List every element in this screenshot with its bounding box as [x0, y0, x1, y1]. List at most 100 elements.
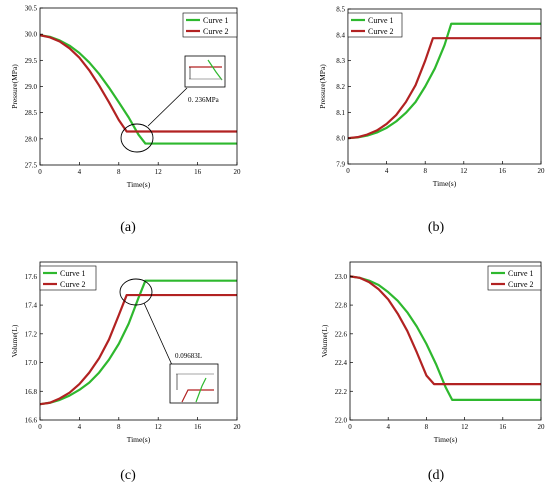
zoom-leader — [143, 302, 173, 366]
x-axis-label: Time(s) — [433, 179, 457, 188]
x-axis-label: Time(s) — [434, 435, 458, 444]
plot-frame — [349, 261, 542, 421]
legend-label-2: Curve 2 — [203, 27, 229, 36]
y-tick-label: 17.2 — [25, 330, 38, 338]
inset-line-curve-2 — [181, 389, 214, 403]
legend-label-2: Curve 2 — [508, 280, 534, 289]
legend-label-2: Curve 2 — [60, 280, 86, 289]
legend: Curve 1 Curve 2 — [487, 265, 542, 291]
series-group — [40, 279, 237, 406]
x-tick-label: 16 — [499, 167, 507, 175]
panel-caption: (d) — [428, 468, 445, 483]
x-tick-label: 20 — [538, 167, 546, 175]
series-group — [40, 34, 237, 145]
y-tick-label: 16.6 — [25, 417, 38, 425]
x-tick-label: 8 — [425, 423, 429, 431]
legend-label-1: Curve 1 — [203, 16, 229, 25]
legend-label-1: Curve 1 — [508, 269, 534, 278]
y-tick-label: 22.4 — [335, 359, 348, 367]
series-line-2 — [40, 34, 237, 133]
chart-panel-c: 0 4 8 12 16 20 16.6 16.8 17.0 17.2 17.4 17.6 Time(s)… — [10, 261, 242, 483]
zoom-circle — [120, 123, 154, 153]
x-tick-label: 20 — [234, 423, 242, 431]
plot-frame — [39, 261, 238, 421]
series-group — [350, 275, 541, 401]
legend-label-1: Curve 1 — [60, 269, 86, 278]
x-tick-label: 8 — [423, 167, 427, 175]
y-tick-label: 17.0 — [25, 359, 38, 367]
inset-line-curve-1 — [195, 377, 207, 403]
series-line-1 — [350, 275, 541, 401]
series-line-1 — [40, 34, 237, 145]
x-tick-label: 20 — [538, 423, 546, 431]
panel-caption: (b) — [428, 220, 445, 235]
legend: Curve 1 Curve 2 — [347, 12, 403, 38]
y-axis-label: Volume(L) — [320, 324, 329, 357]
legend-box — [39, 265, 97, 291]
legend-label-1: Curve 1 — [368, 16, 394, 25]
x-axis-label: Time(s) — [127, 180, 151, 189]
x-tick-label: 8 — [117, 168, 121, 176]
y-tick-label: 27.5 — [25, 162, 38, 170]
x-tick-label: 20 — [234, 168, 242, 176]
chart-panel-d: 0 4 8 12 16 20 22.0 22.2 22.4 22.6 22.8 23.0 Time(s)… — [320, 261, 546, 483]
y-tick-label: 22.6 — [335, 330, 348, 338]
x-tick-label: 16 — [194, 423, 202, 431]
y-axis-label: Volume(L) — [10, 324, 19, 357]
zoom-leader — [147, 87, 188, 127]
series-line-2 — [350, 275, 541, 386]
y-tick-label: 17.4 — [25, 302, 38, 310]
series-line-1 — [40, 279, 237, 406]
y-tick-label: 7.9 — [336, 161, 345, 169]
y-tick-label: 8.2 — [336, 83, 345, 91]
x-tick-label: 12 — [460, 167, 468, 175]
x-tick-label: 12 — [155, 168, 163, 176]
legend: Curve 1 Curve 2 — [182, 12, 238, 38]
y-tick-label: 8.5 — [336, 6, 345, 14]
y-tick-label: 28.5 — [25, 109, 38, 117]
x-tick-label: 0 — [346, 167, 350, 175]
legend-label-2: Curve 2 — [368, 27, 394, 36]
chart-panel-a: 0 4 8 12 16 20 27.5 28.0 28.5 29.0 29.5 30.0 30.5 Tim… — [10, 5, 241, 236]
x-tick-label: 12 — [155, 423, 163, 431]
y-tick-label: 8.1 — [336, 109, 345, 117]
x-tick-label: 8 — [117, 423, 121, 431]
series-group — [348, 22, 541, 140]
x-tick-label: 4 — [385, 167, 389, 175]
y-tick-label: 8.0 — [336, 135, 345, 143]
x-tick-label: 4 — [78, 168, 82, 176]
zoom-annotation-c: 0.09683L — [119, 278, 219, 404]
y-tick-label: 22.0 — [335, 417, 348, 425]
legend-box — [347, 12, 403, 38]
series-line-1 — [348, 22, 541, 140]
y-tick-label: 29.0 — [25, 83, 38, 91]
x-tick-label: 0 — [348, 423, 352, 431]
legend-box — [487, 265, 542, 291]
x-tick-label: 4 — [386, 423, 390, 431]
x-tick-label: 0 — [38, 423, 42, 431]
chart-panel-b: 0 4 8 12 16 20 7.9 8.0 8.1 8.2 8.3 8.4 8.5 Time(s) Pre… — [318, 6, 545, 236]
y-tick-label: 28.0 — [25, 135, 38, 143]
annotation-text: 0. 236MPa — [188, 96, 220, 104]
y-tick-label: 8.4 — [336, 31, 345, 39]
x-axis-label: Time(s) — [127, 435, 151, 444]
panel-caption: (c) — [120, 468, 136, 483]
y-tick-label: 30.5 — [25, 5, 38, 13]
y-tick-label: 8.3 — [336, 57, 345, 65]
y-axis-label: Pressure(MPa) — [10, 64, 19, 109]
y-tick-label: 22.2 — [335, 388, 348, 396]
zoom-circle — [119, 278, 153, 306]
x-tick-label: 16 — [499, 423, 507, 431]
y-tick-label: 23.0 — [335, 273, 348, 281]
y-tick-label: 30.0 — [25, 31, 38, 39]
legend-box — [182, 12, 238, 38]
x-tick-label: 4 — [78, 423, 82, 431]
zoom-inset — [169, 363, 219, 404]
y-axis-label: Pressure(MPa) — [318, 64, 327, 109]
series-line-2 — [348, 37, 541, 140]
zoom-inset — [184, 55, 226, 88]
y-tick-label: 16.8 — [25, 388, 38, 396]
y-tick-label: 22.8 — [335, 302, 348, 310]
zoom-annotation-a: 0. 236MPa — [120, 55, 226, 153]
